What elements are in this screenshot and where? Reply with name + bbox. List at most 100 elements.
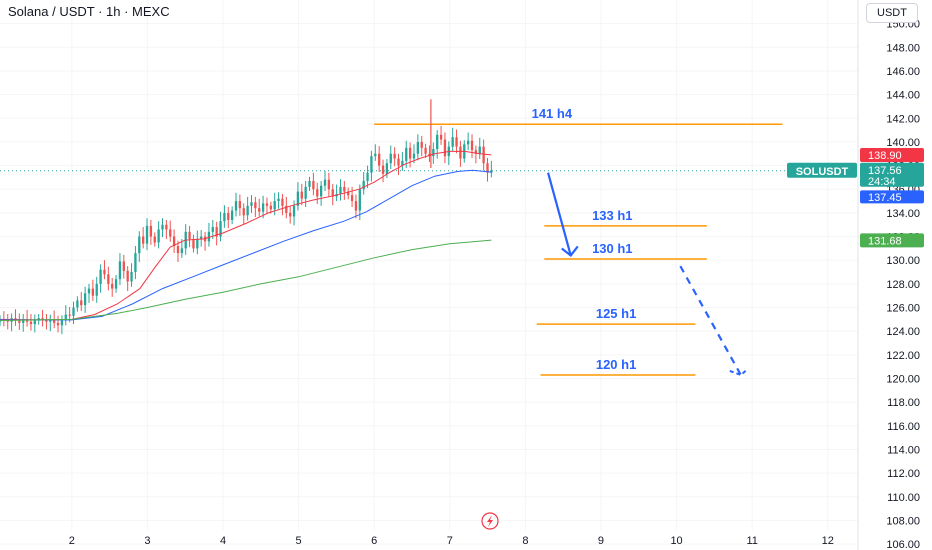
candle[interactable] — [254, 196, 257, 218]
candle[interactable] — [393, 147, 396, 167]
candle[interactable] — [192, 234, 195, 253]
candle[interactable] — [149, 220, 153, 245]
candle[interactable] — [261, 195, 265, 219]
lightning-icon[interactable] — [481, 512, 499, 530]
candle[interactable] — [296, 182, 300, 211]
candle[interactable] — [33, 314, 36, 333]
currency-button[interactable]: USDT — [866, 3, 918, 23]
candle[interactable] — [416, 134, 420, 161]
candle[interactable] — [331, 183, 334, 206]
candle[interactable] — [273, 192, 276, 216]
candle[interactable] — [397, 153, 400, 176]
candle[interactable] — [401, 151, 404, 171]
candle[interactable] — [258, 198, 261, 217]
candle[interactable] — [91, 279, 95, 302]
candle[interactable] — [327, 172, 331, 197]
candle[interactable] — [41, 309, 44, 327]
candle[interactable] — [10, 313, 13, 332]
candle[interactable] — [64, 305, 67, 326]
candle[interactable] — [72, 301, 75, 325]
candle[interactable] — [300, 183, 303, 206]
candle[interactable] — [424, 143, 427, 158]
candle[interactable] — [200, 230, 203, 247]
candle[interactable] — [203, 231, 207, 251]
candle[interactable] — [246, 196, 249, 221]
candle[interactable] — [49, 314, 52, 332]
candle[interactable] — [6, 314, 9, 330]
candle[interactable] — [335, 184, 338, 202]
candle[interactable] — [466, 132, 470, 151]
candle[interactable] — [316, 182, 319, 205]
candle[interactable] — [443, 132, 447, 164]
candle[interactable] — [153, 232, 156, 247]
candle[interactable] — [2, 311, 6, 327]
candle[interactable] — [111, 277, 114, 297]
candle[interactable] — [470, 134, 474, 158]
candle[interactable] — [319, 180, 323, 206]
candle[interactable] — [141, 227, 145, 249]
candle[interactable] — [161, 218, 164, 238]
candle[interactable] — [455, 129, 458, 154]
candle[interactable] — [60, 315, 64, 335]
candle[interactable] — [420, 136, 423, 157]
candle[interactable] — [138, 231, 141, 262]
candle[interactable] — [374, 144, 377, 161]
candle[interactable] — [281, 193, 284, 216]
candle[interactable] — [196, 230, 199, 255]
candle[interactable] — [107, 266, 110, 291]
candle[interactable] — [304, 180, 307, 207]
candle[interactable] — [25, 309, 29, 327]
candle[interactable] — [277, 192, 280, 209]
candle[interactable] — [56, 315, 60, 333]
symbol-tag[interactable]: SOLUSDT — [787, 162, 857, 178]
candle[interactable] — [312, 172, 315, 196]
candle[interactable] — [350, 186, 354, 207]
candle[interactable] — [408, 142, 412, 168]
candle[interactable] — [130, 263, 133, 287]
candle[interactable] — [145, 218, 149, 251]
candle[interactable] — [378, 146, 381, 173]
candle[interactable] — [80, 292, 83, 312]
candlesticks[interactable] — [0, 99, 493, 335]
candle[interactable] — [432, 142, 435, 164]
candle[interactable] — [459, 140, 462, 167]
candle[interactable] — [215, 221, 218, 246]
time-axis[interactable]: 2 3 4 5 6 7 8 9 10 11 12 — [69, 535, 834, 547]
candle[interactable] — [176, 240, 180, 262]
candle[interactable] — [482, 139, 485, 171]
candle[interactable] — [490, 160, 493, 178]
candle[interactable] — [95, 276, 98, 303]
candle[interactable] — [362, 172, 365, 195]
candle[interactable] — [412, 144, 416, 164]
candle[interactable] — [308, 176, 311, 192]
candle[interactable] — [451, 127, 454, 152]
candle[interactable] — [114, 275, 118, 293]
candle[interactable] — [354, 194, 358, 219]
candle[interactable] — [230, 206, 234, 225]
candle[interactable] — [37, 314, 40, 325]
candle[interactable] — [134, 246, 137, 280]
candle[interactable] — [265, 197, 269, 215]
candle[interactable] — [165, 220, 168, 239]
candle[interactable] — [242, 203, 245, 225]
candle[interactable] — [250, 195, 253, 213]
candle[interactable] — [486, 157, 489, 182]
candle[interactable] — [45, 314, 48, 330]
candle[interactable] — [289, 205, 292, 224]
candle[interactable] — [339, 179, 342, 201]
candle[interactable] — [428, 145, 431, 163]
candle[interactable] — [207, 222, 211, 247]
candle[interactable] — [474, 145, 478, 164]
candle[interactable] — [157, 221, 160, 249]
candle[interactable] — [76, 296, 79, 312]
candle[interactable] — [478, 137, 481, 160]
candle[interactable] — [103, 260, 106, 280]
candle[interactable] — [169, 220, 172, 242]
candle[interactable] — [18, 313, 21, 330]
candle[interactable] — [83, 286, 87, 313]
candle[interactable] — [366, 165, 369, 189]
candle[interactable] — [381, 159, 385, 183]
candle[interactable] — [29, 314, 33, 331]
candle[interactable] — [385, 159, 389, 179]
